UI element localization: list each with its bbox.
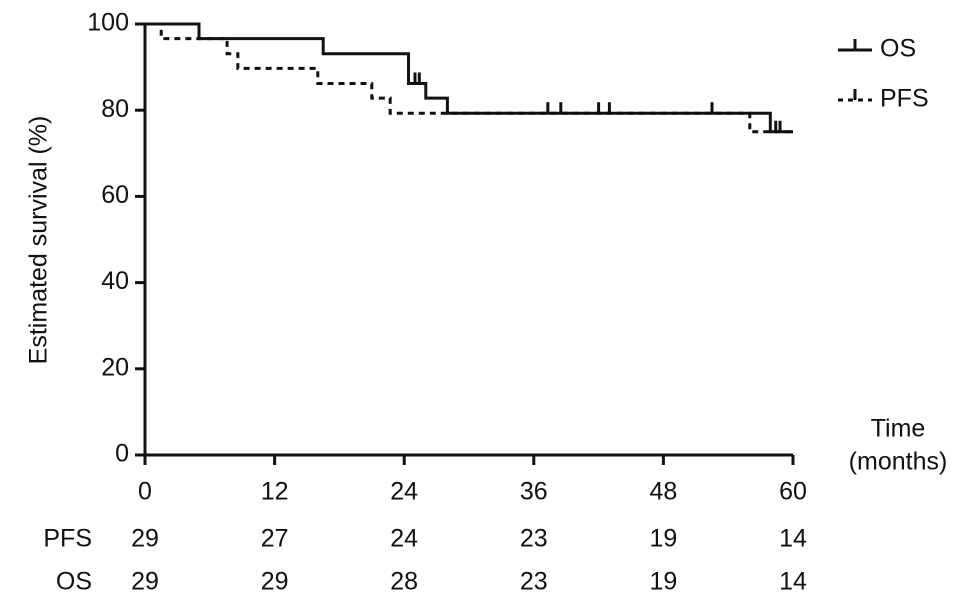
x-tick-label: 12	[261, 478, 289, 506]
risk-count: 24	[390, 525, 418, 553]
legend-label: OS	[880, 35, 916, 63]
y-tick-label: 40	[101, 267, 129, 295]
legend-label: PFS	[880, 85, 929, 113]
risk-count: 29	[131, 568, 159, 596]
risk-count: 14	[779, 568, 807, 596]
risk-count: 23	[520, 568, 548, 596]
risk-row-label: OS	[56, 568, 92, 596]
risk-count: 27	[261, 525, 289, 553]
y-axis-title: Estimated survival (%)	[25, 116, 53, 365]
x-tick-label: 24	[390, 478, 418, 506]
y-tick-label: 80	[101, 95, 129, 123]
survival-curve	[145, 22, 793, 134]
y-tick-label: 0	[115, 440, 129, 468]
risk-row-label: PFS	[43, 525, 92, 553]
risk-count: 14	[779, 525, 807, 553]
x-axis-title: Time	[871, 415, 926, 443]
risk-count: 28	[390, 568, 418, 596]
risk-count: 19	[649, 525, 677, 553]
risk-count: 29	[131, 525, 159, 553]
x-tick-label: 48	[649, 478, 677, 506]
x-axis-title: (months)	[849, 448, 948, 476]
y-tick-label: 20	[101, 353, 129, 381]
risk-count: 29	[261, 568, 289, 596]
risk-count: 19	[649, 568, 677, 596]
x-tick-label: 0	[138, 478, 152, 506]
y-tick-label: 60	[101, 181, 129, 209]
x-tick-label: 36	[520, 478, 548, 506]
x-tick-label: 60	[779, 478, 807, 506]
y-tick-label: 100	[87, 9, 129, 37]
survival-curve	[145, 22, 793, 134]
risk-count: 23	[520, 525, 548, 553]
